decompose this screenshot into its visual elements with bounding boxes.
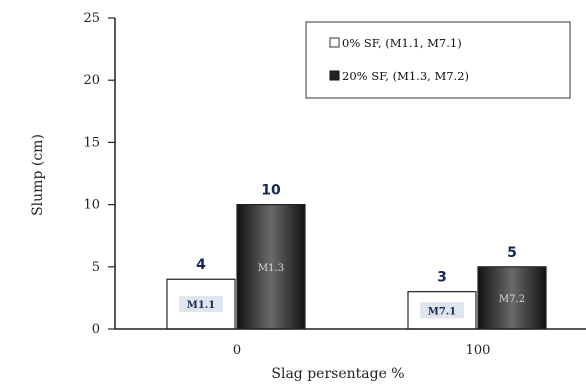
data-label: 10 (261, 183, 281, 199)
legend-swatch-0 (329, 37, 340, 48)
y-tick-label: 20 (83, 73, 100, 88)
legend-box (305, 21, 571, 99)
bar-inner-label: M7.2 (499, 294, 525, 305)
y-tick-label: 25 (83, 11, 100, 26)
bar-label-bg (420, 302, 464, 319)
legend-entry-0: 0% SF, (M1.1, M7.1) (342, 36, 462, 50)
y-axis-ticks: 0 5 10 15 20 25 (83, 11, 115, 337)
x-tick-label: 0 (233, 343, 241, 358)
y-tick-label: 15 (83, 135, 100, 150)
data-label: 3 (437, 270, 447, 286)
bar-m1-3 (236, 204, 306, 330)
bar-label-bg (179, 296, 223, 313)
y-axis-label: Slump (cm) (30, 134, 46, 216)
data-labels: M1.1 4 M1.3 10 M7.1 3 M7.2 5 (187, 183, 525, 318)
bar-inner-label: M7.1 (428, 306, 456, 317)
bar-m7-2 (477, 266, 547, 330)
x-tick-label: 100 (466, 343, 491, 358)
y-tick-label: 10 (83, 198, 100, 213)
legend-swatch-1 (329, 70, 340, 81)
y-tick-label: 5 (92, 260, 100, 275)
y-tick-label: 0 (92, 322, 100, 337)
data-label: 4 (196, 257, 206, 273)
x-axis-label: Slag persentage % (271, 366, 404, 382)
legend-entry-1: 20% SF, (M1.3, M7.2) (342, 69, 469, 83)
bar-inner-label: M1.3 (258, 263, 284, 274)
bars (166, 204, 547, 330)
bar-inner-label: M1.1 (187, 300, 215, 311)
legend: 0% SF, (M1.1, M7.1) 20% SF, (M1.3, M7.2) (305, 21, 571, 99)
x-axis-ticks: 0 100 (233, 343, 491, 358)
data-label: 5 (507, 245, 517, 261)
